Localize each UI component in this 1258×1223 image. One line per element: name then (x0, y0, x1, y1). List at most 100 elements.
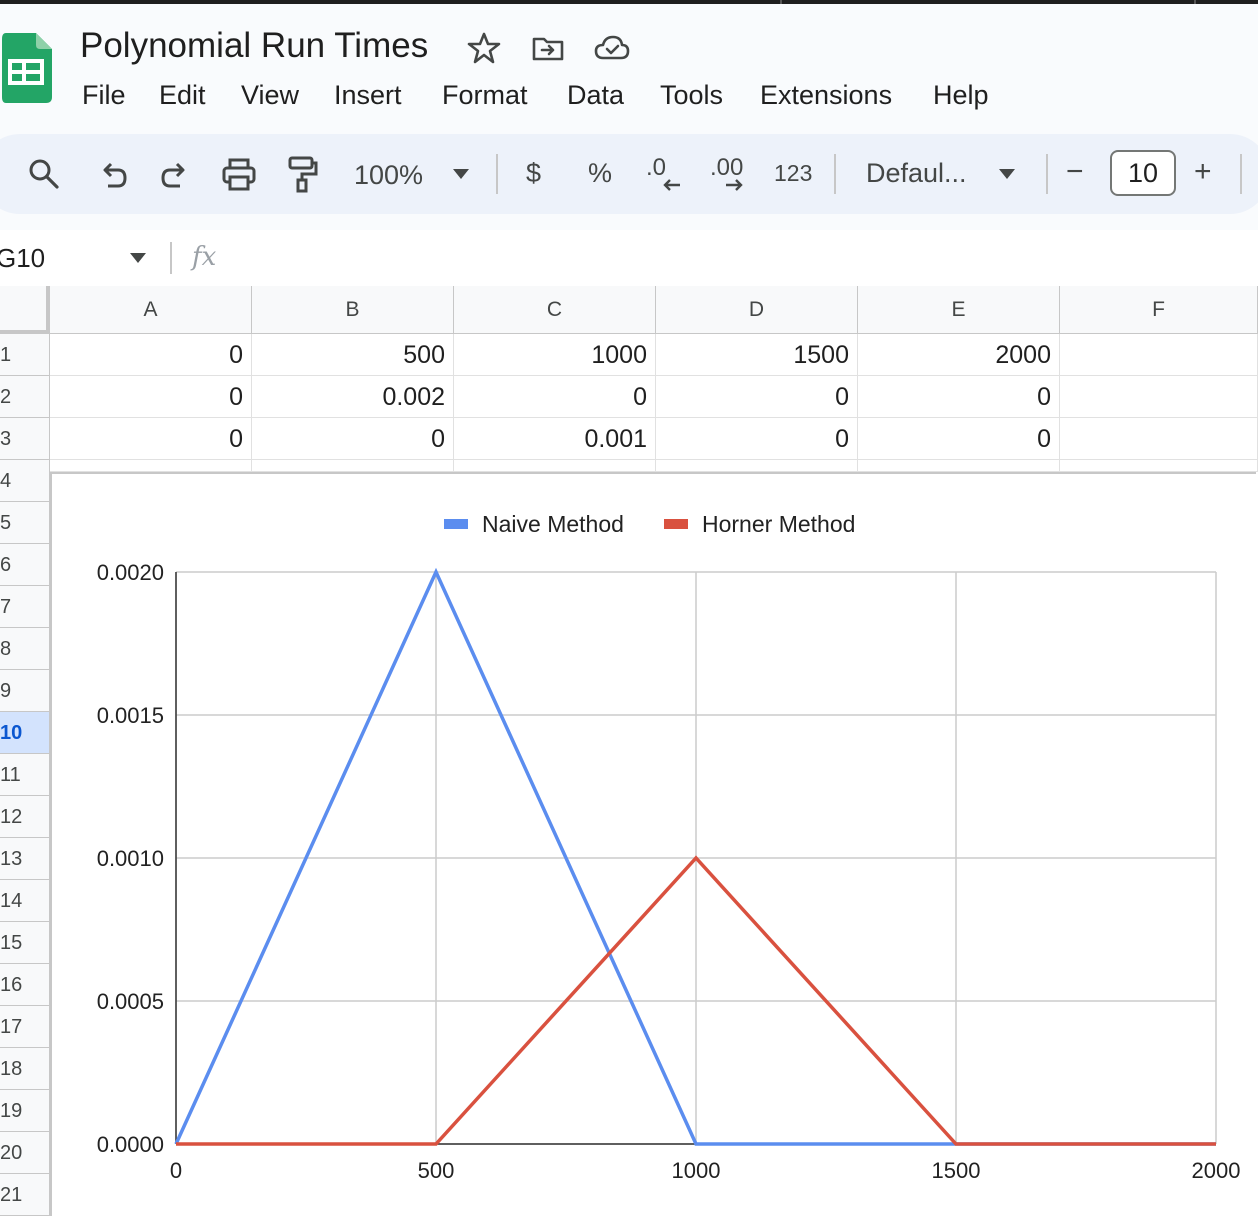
arrow-left-icon (663, 179, 680, 191)
row-header[interactable]: 12 (0, 796, 50, 838)
select-all-corner[interactable] (0, 286, 50, 334)
name-box-dropdown-icon[interactable] (128, 252, 148, 264)
paint-format-icon[interactable] (286, 154, 320, 194)
row-header[interactable]: 6 (0, 544, 50, 586)
legend-swatch (444, 519, 468, 529)
zoom-value[interactable]: 100% (354, 160, 424, 190)
row-header[interactable]: 13 (0, 838, 50, 880)
arrow-right-icon (726, 179, 743, 191)
decrease-font-size-button[interactable]: − (1066, 155, 1084, 188)
row-header[interactable]: 17 (0, 1006, 50, 1048)
embedded-chart[interactable]: 0.0000 0.0005 0.0010 0.0015 0.0020 0 500 1000 15… (50, 472, 1256, 1216)
cell-a2[interactable]: 0 (50, 376, 252, 418)
menu-data[interactable]: Data (567, 80, 625, 110)
cell-f2[interactable] (1060, 376, 1258, 418)
menu-edit[interactable]: Edit (159, 80, 206, 110)
row-header[interactable]: 9 (0, 670, 50, 712)
print-icon[interactable] (220, 156, 258, 194)
toolbar (0, 134, 1258, 214)
column-header-c[interactable]: C (454, 286, 656, 334)
cell-e1[interactable]: 2000 (858, 334, 1060, 376)
toolbar-separator (834, 154, 836, 194)
toolbar-separator (1240, 154, 1242, 194)
cell-c3[interactable]: 0.001 (454, 418, 656, 460)
increase-decimal-button[interactable]: .00 (710, 154, 744, 181)
menu-format[interactable]: Format (442, 80, 528, 110)
toolbar-separator (1046, 154, 1048, 194)
name-box[interactable]: G10 (0, 243, 46, 273)
menu-extensions[interactable]: Extensions (760, 80, 893, 110)
number-format-button[interactable]: 123 (774, 160, 813, 186)
cell-row4[interactable] (1060, 460, 1258, 472)
move-folder-icon[interactable] (530, 30, 566, 66)
cell-a1[interactable]: 0 (50, 334, 252, 376)
star-icon[interactable] (466, 30, 502, 66)
column-header-e[interactable]: E (858, 286, 1060, 334)
cell-row4[interactable] (50, 460, 252, 472)
cell-d2[interactable]: 0 (656, 376, 858, 418)
undo-icon[interactable] (96, 158, 130, 192)
redo-icon[interactable] (158, 158, 192, 192)
cell-c2[interactable]: 0 (454, 376, 656, 418)
row-header[interactable]: 19 (0, 1090, 50, 1132)
row-header[interactable]: 16 (0, 964, 50, 1006)
column-header-a[interactable]: A (50, 286, 252, 334)
row-header-selected[interactable]: 10 (0, 712, 50, 754)
menu-view[interactable]: View (241, 80, 300, 110)
column-header-f[interactable]: F (1060, 286, 1258, 334)
y-tick-label: 0.0015 (97, 703, 164, 728)
row-header[interactable]: 7 (0, 586, 50, 628)
cell-e2[interactable]: 0 (858, 376, 1060, 418)
fx-icon: fx (192, 242, 217, 272)
percent-format-button[interactable]: % (588, 158, 613, 188)
cell-row4[interactable] (252, 460, 454, 472)
cell-f3[interactable] (1060, 418, 1258, 460)
cell-b2[interactable]: 0.002 (252, 376, 454, 418)
zoom-dropdown-icon[interactable] (452, 168, 470, 180)
row-header[interactable]: 1 (0, 334, 50, 376)
x-tick-label: 1000 (672, 1158, 721, 1183)
row-header[interactable]: 18 (0, 1048, 50, 1090)
currency-format-button[interactable]: $ (526, 158, 542, 188)
column-header-d[interactable]: D (656, 286, 858, 334)
cell-d3[interactable]: 0 (656, 418, 858, 460)
row-header[interactable]: 15 (0, 922, 50, 964)
menu-file[interactable]: File (82, 80, 126, 110)
row-header[interactable]: 11 (0, 754, 50, 796)
row-header[interactable]: 2 (0, 376, 50, 418)
line-chart: 0.0000 0.0005 0.0010 0.0015 0.0020 0 500 1000 15… (97, 511, 1241, 1183)
cell-row4[interactable] (858, 460, 1060, 472)
legend-label: Naive Method (482, 511, 624, 537)
cell-e3[interactable]: 0 (858, 418, 1060, 460)
cell-b1[interactable]: 500 (252, 334, 454, 376)
cell-row4[interactable] (656, 460, 858, 472)
cell-d1[interactable]: 1500 (656, 334, 858, 376)
increase-font-size-button[interactable]: + (1194, 155, 1212, 188)
row-header[interactable]: 5 (0, 502, 50, 544)
document-title[interactable]: Polynomial Run Times (80, 26, 429, 65)
cell-c1[interactable]: 1000 (454, 334, 656, 376)
row-header[interactable]: 4 (0, 460, 50, 502)
cell-b3[interactable]: 0 (252, 418, 454, 460)
legend-label: Horner Method (702, 511, 855, 537)
font-size-input[interactable]: 10 (1110, 150, 1176, 196)
sheets-logo-icon[interactable] (2, 33, 52, 103)
cell-a3[interactable]: 0 (50, 418, 252, 460)
column-header-b[interactable]: B (252, 286, 454, 334)
decrease-decimal-button[interactable]: .0 (646, 154, 667, 181)
font-family-select[interactable]: Defaul... (866, 158, 967, 188)
row-header[interactable]: 21 (0, 1174, 50, 1216)
row-header[interactable]: 14 (0, 880, 50, 922)
cloud-saved-icon[interactable] (594, 30, 630, 66)
row-header[interactable]: 8 (0, 628, 50, 670)
search-icon[interactable] (26, 156, 60, 192)
row-header[interactable]: 3 (0, 418, 50, 460)
font-dropdown-icon[interactable] (998, 168, 1016, 180)
cell-row4[interactable] (454, 460, 656, 472)
menu-insert[interactable]: Insert (334, 80, 402, 110)
cell-f1[interactable] (1060, 334, 1258, 376)
menu-tools[interactable]: Tools (660, 80, 724, 110)
menu-help[interactable]: Help (933, 80, 989, 110)
y-tick-label: 0.0000 (97, 1132, 164, 1157)
row-header[interactable]: 20 (0, 1132, 50, 1174)
